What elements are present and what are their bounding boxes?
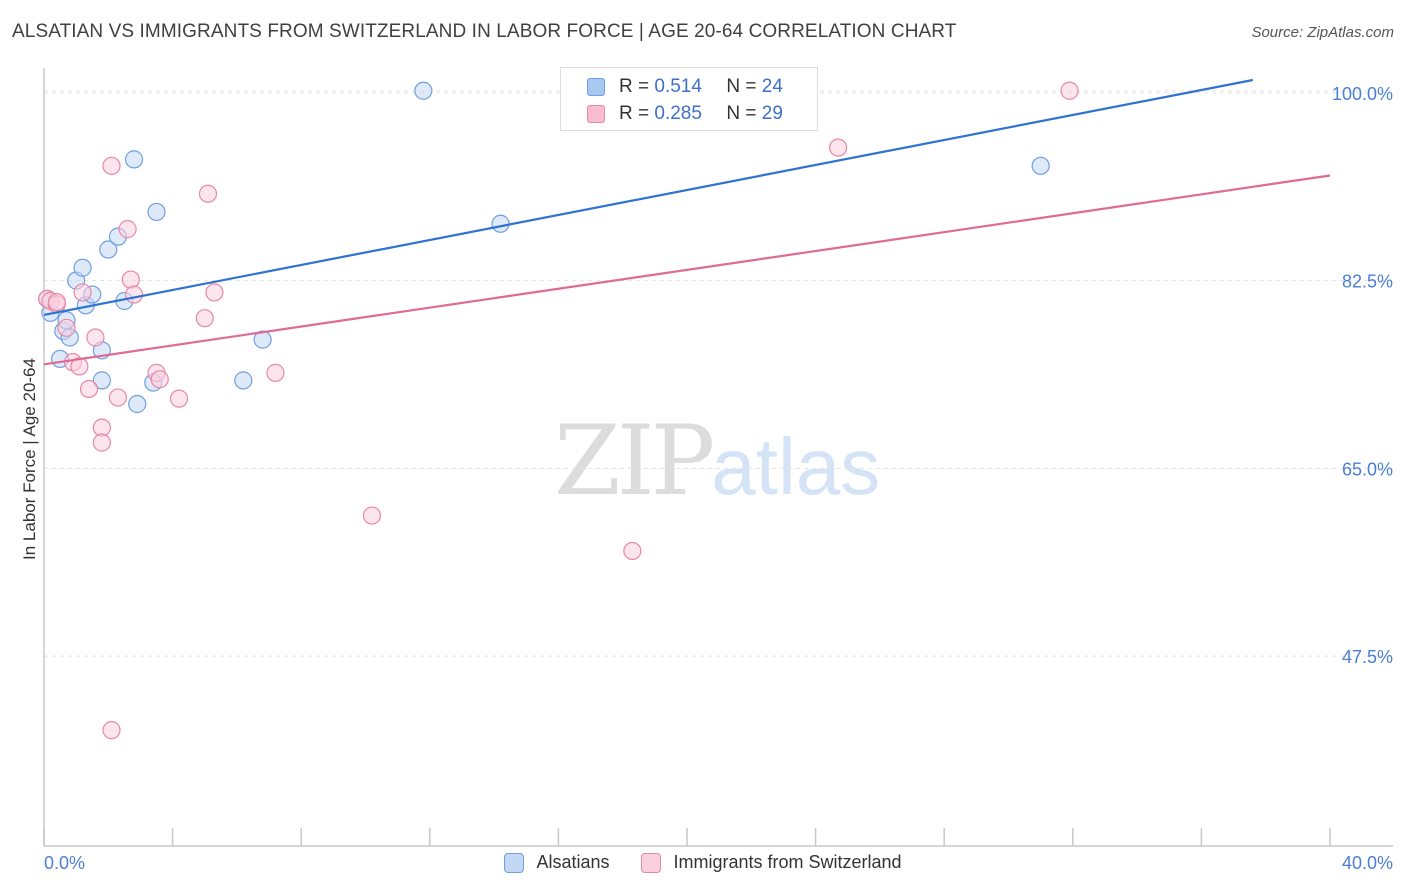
series-label-alsatians: Alsatians [536, 852, 610, 872]
x-tick-label-max: 40.0% [1342, 853, 1393, 873]
legend-r-label: R = [619, 103, 650, 124]
series-legend-immigrants: Immigrants from Switzerland [641, 852, 902, 873]
trend-line-alsatians [43, 78, 1254, 317]
legend-row-alsatians: R = 0.514 N = 24 [587, 75, 783, 99]
point-immigrants [150, 370, 169, 389]
legend-swatch-alsatians [587, 78, 605, 96]
trend-line-immigrants [43, 174, 1331, 366]
point-alsatians [124, 150, 144, 169]
point-immigrants [205, 283, 224, 302]
legend-swatch-immigrants [587, 105, 605, 123]
point-immigrants [829, 138, 848, 157]
legend-r-value: 0.285 [654, 103, 702, 124]
point-immigrants [266, 363, 285, 382]
y-tick-label: 82.5% [1342, 272, 1393, 292]
point-alsatians [73, 258, 92, 277]
point-immigrants [362, 506, 382, 525]
y-tick-label: 65.0% [1342, 459, 1393, 479]
legend-n-value: 24 [761, 76, 783, 97]
point-immigrants [195, 309, 214, 328]
point-alsatians [491, 214, 510, 233]
stats-legend: R = 0.514 N = 24 R = 0.285 N = 29 [560, 67, 818, 131]
point-immigrants [86, 328, 105, 347]
legend-r-label: R = [619, 76, 650, 97]
point-alsatians [92, 371, 111, 390]
point-immigrants [57, 318, 76, 337]
watermark: ZIPatlas [554, 405, 880, 517]
series-legend-alsatians: Alsatians [504, 852, 609, 873]
point-immigrants [108, 388, 128, 407]
point-immigrants [121, 270, 140, 289]
point-alsatians [147, 202, 166, 222]
legend-n-value: 29 [761, 103, 783, 124]
point-alsatians [414, 81, 433, 100]
point-immigrants [70, 357, 89, 376]
point-immigrants [102, 156, 121, 175]
y-tick-label: 100.0% [1332, 84, 1393, 104]
series-swatch-alsatians [504, 852, 525, 873]
source-label: Source: ZipAtlas.com [1251, 24, 1394, 41]
point-alsatians [128, 394, 147, 414]
legend-n-label: N = [726, 103, 757, 124]
point-alsatians [234, 371, 253, 390]
y-tick-label: 47.5% [1342, 647, 1393, 667]
point-immigrants [92, 433, 111, 452]
chart-title: ALSATIAN VS IMMIGRANTS FROM SWITZERLAND … [12, 21, 957, 42]
point-immigrants [1060, 81, 1079, 100]
point-immigrants [198, 184, 218, 203]
watermark-atlas: atlas [711, 422, 881, 511]
point-immigrants [47, 292, 66, 312]
legend-n-label: N = [726, 76, 757, 97]
watermark-zip: ZIP [554, 405, 715, 517]
legend-row-immigrants: R = 0.285 N = 29 [587, 102, 783, 126]
legend-r-value: 0.514 [654, 76, 702, 97]
point-alsatians [1031, 156, 1050, 175]
series-legend: Alsatians Immigrants from Switzerland [0, 852, 1406, 873]
point-immigrants [102, 721, 121, 740]
point-immigrants [73, 283, 92, 302]
point-immigrants [79, 379, 99, 399]
point-immigrants [124, 285, 144, 304]
x-tick-label-min: 0.0% [44, 853, 85, 873]
point-immigrants [118, 220, 137, 239]
point-immigrants [169, 389, 189, 408]
point-alsatians [99, 240, 118, 259]
point-immigrants [623, 541, 642, 561]
series-swatch-immigrants [641, 852, 662, 873]
series-label-immigrants: Immigrants from Switzerland [673, 852, 902, 872]
